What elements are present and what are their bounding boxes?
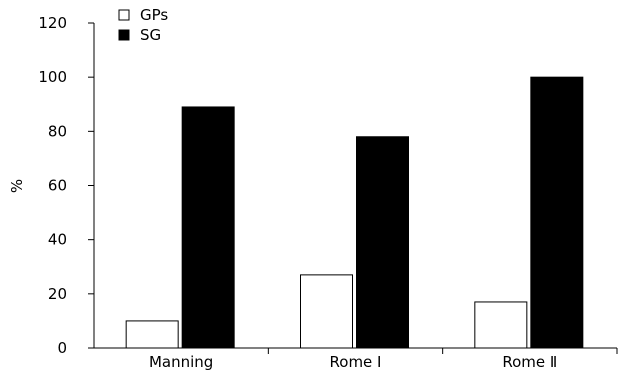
bar-gps-2 [300,274,353,349]
bar-sg-3 [530,76,584,349]
y-tick-label: 0 [57,339,67,357]
y-tick-label: 60 [48,177,67,195]
bar-sg-1 [181,106,235,349]
bar-gps-1 [125,320,179,349]
y-tick-label: 20 [48,285,67,303]
y-tick-label: 40 [48,231,67,249]
y-tick-label: 80 [48,122,67,140]
y-tick-label: 100 [38,68,67,86]
bar-sg-2 [356,136,409,349]
x-axis-labels: Manning Rome Ⅰ Rome Ⅱ [149,353,557,371]
x-tick-label: Rome Ⅱ [502,353,557,371]
y-axis-title: % [8,179,26,193]
legend-label-gps: GPs [140,6,168,24]
x-tick-label: Manning [149,353,213,371]
y-axis-ticks: 0 20 40 60 80 100 120 [38,14,94,357]
x-tick-label: Rome Ⅰ [330,353,382,371]
legend-swatch-gps [118,9,130,21]
legend-swatch-sg [118,29,130,41]
y-tick-label: 120 [38,14,67,32]
bar-gps-3 [474,301,528,349]
legend-label-sg: SG [140,26,161,44]
bars [125,76,584,349]
legend: GPs SG [118,6,168,44]
